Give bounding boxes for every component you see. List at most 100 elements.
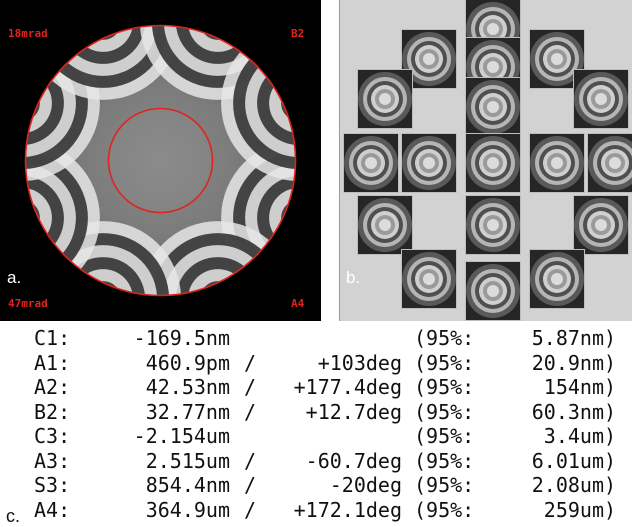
ronchigram-image bbox=[588, 136, 632, 190]
ronchigram-image bbox=[358, 198, 412, 252]
aberration-row: A2: 42.53nm / +177.4deg (95%: 154nm) bbox=[0, 375, 632, 399]
top-left-label: 18mrad bbox=[8, 27, 48, 40]
ronchigram-image bbox=[402, 252, 456, 306]
ronchigram-image bbox=[466, 198, 520, 252]
confidence-value: 60.3nm bbox=[531, 399, 604, 424]
closing-paren: ) bbox=[603, 448, 616, 473]
confidence-value: 259um bbox=[543, 497, 604, 522]
aberration-magnitude: -2.154um bbox=[133, 424, 230, 448]
bottom-left-label: 47mrad bbox=[8, 297, 48, 310]
confidence-label: (95%: bbox=[414, 424, 475, 448]
separator-slash: / bbox=[244, 473, 257, 497]
aberration-row: C1: -169.5nm (95%: 5.87nm) bbox=[0, 326, 632, 350]
ronchigram-tile bbox=[466, 262, 520, 320]
confidence-value: 20.9nm bbox=[531, 350, 604, 375]
top-right-label: B2 bbox=[291, 27, 305, 40]
ronchigram-tile bbox=[466, 196, 520, 254]
closing-paren: ) bbox=[603, 497, 616, 522]
phase-fringe bbox=[199, 25, 236, 40]
aberration-angle: -20deg bbox=[329, 473, 402, 497]
confidence-label: (95%: bbox=[414, 473, 475, 497]
confidence-value: 2.08um bbox=[531, 473, 604, 497]
aberration-row: A4: 364.9um / +172.1deg (95%: 259um) bbox=[0, 498, 632, 522]
closing-paren: ) bbox=[603, 399, 616, 424]
aberration-row: B2: 32.77nm / +12.7deg (95%: 60.3nm) bbox=[0, 400, 632, 424]
phase-fringe bbox=[281, 85, 296, 122]
confidence-label: (95%: bbox=[414, 350, 475, 375]
confidence-value: 154nm bbox=[543, 375, 604, 399]
phase-fringe bbox=[25, 199, 40, 236]
aberration-row: A3: 2.515um / -60.7deg (95%: 6.01um) bbox=[0, 449, 632, 473]
aberration-angle: +12.7deg bbox=[305, 399, 402, 424]
ronchigram-tile bbox=[574, 196, 628, 254]
aberration-angle: +172.1deg bbox=[293, 497, 402, 522]
ronchigram-tile bbox=[466, 78, 520, 136]
ronchigram-image bbox=[466, 80, 520, 134]
aberration-row: A1: 460.9pm / +103deg (95%: 20.9nm) bbox=[0, 351, 632, 375]
separator-slash: / bbox=[244, 375, 257, 399]
ronchigram-tile bbox=[574, 70, 628, 128]
ronchigram-tile bbox=[530, 30, 584, 88]
ronchigram-image bbox=[530, 32, 584, 86]
aberration-key: A1: bbox=[34, 350, 71, 375]
aberration-magnitude: 854.4nm bbox=[145, 473, 230, 497]
confidence-value: 5.87nm bbox=[531, 326, 604, 350]
ronchigram-tile bbox=[344, 134, 398, 192]
aberration-angle: -60.7deg bbox=[305, 448, 402, 473]
ronchigram-tile bbox=[358, 196, 412, 254]
aberration-angle: +103deg bbox=[317, 350, 402, 375]
closing-paren: ) bbox=[603, 473, 616, 497]
ronchigram-image bbox=[466, 136, 520, 190]
aberration-magnitude: 42.53nm bbox=[145, 375, 230, 399]
ronchigram-image bbox=[344, 136, 398, 190]
ronchigram-image bbox=[402, 136, 456, 190]
panel-b-letter: b. bbox=[346, 268, 361, 287]
aberration-phase-plot: 18mrad B2 47mrad A4 a. bbox=[0, 0, 321, 321]
ronchigram-tile bbox=[402, 30, 456, 88]
ronchigram-tile bbox=[466, 134, 520, 192]
closing-paren: ) bbox=[603, 375, 616, 399]
ronchigram-tile bbox=[588, 134, 632, 192]
aberration-key: A3: bbox=[34, 448, 71, 473]
separator-slash: / bbox=[244, 399, 257, 424]
aberration-row: C3: -2.154um (95%: 3.4um) bbox=[0, 424, 632, 448]
aberration-key: C3: bbox=[34, 424, 71, 448]
confidence-value: 6.01um bbox=[531, 448, 604, 473]
aberration-key: S3: bbox=[34, 473, 71, 497]
phase-fringe bbox=[199, 281, 236, 296]
panel-a-letter: a. bbox=[7, 268, 22, 287]
aberration-key: A2: bbox=[34, 375, 71, 399]
aberration-coefficients-table: C1: -169.5nm (95%: 5.87nm) A1: 460.9pm / +103de… bbox=[0, 326, 632, 526]
ronchigram-image bbox=[402, 32, 456, 86]
separator-slash: / bbox=[244, 497, 257, 522]
confidence-label: (95%: bbox=[414, 375, 475, 399]
confidence-label: (95%: bbox=[414, 497, 475, 522]
phase-fringe bbox=[281, 199, 296, 236]
ronchigram-image bbox=[574, 198, 628, 252]
ronchigram-tile bbox=[402, 134, 456, 192]
confidence-value: 3.4um bbox=[543, 424, 604, 448]
aberration-angle: +177.4deg bbox=[293, 375, 402, 399]
aberration-magnitude: 364.9um bbox=[145, 497, 230, 522]
ronchigram-image bbox=[530, 136, 584, 190]
ronchigram-image bbox=[466, 264, 520, 318]
phase-fringe bbox=[25, 85, 40, 122]
ronchigram-tile bbox=[358, 70, 412, 128]
confidence-label: (95%: bbox=[414, 326, 475, 350]
aberration-magnitude: 32.77nm bbox=[145, 399, 230, 424]
confidence-label: (95%: bbox=[414, 399, 475, 424]
ronchigram-tile bbox=[530, 250, 584, 308]
separator-slash: / bbox=[244, 448, 257, 473]
ronchigram-tile bbox=[530, 134, 584, 192]
phase-fringe bbox=[85, 281, 122, 296]
aberration-magnitude: 460.9pm bbox=[145, 350, 230, 375]
aberration-key: A4: bbox=[34, 497, 71, 522]
phase-map-graphic bbox=[24, 24, 297, 297]
aberration-magnitude: -169.5nm bbox=[133, 326, 230, 350]
aberration-key: B2: bbox=[34, 399, 71, 424]
aberration-row: S3: 854.4nm / -20deg (95%: 2.08um) bbox=[0, 473, 632, 497]
closing-paren: ) bbox=[603, 350, 616, 375]
ronchigram-tableau: b. bbox=[339, 0, 632, 321]
ronchigram-tile bbox=[402, 250, 456, 308]
aberration-magnitude: 2.515um bbox=[145, 448, 230, 473]
